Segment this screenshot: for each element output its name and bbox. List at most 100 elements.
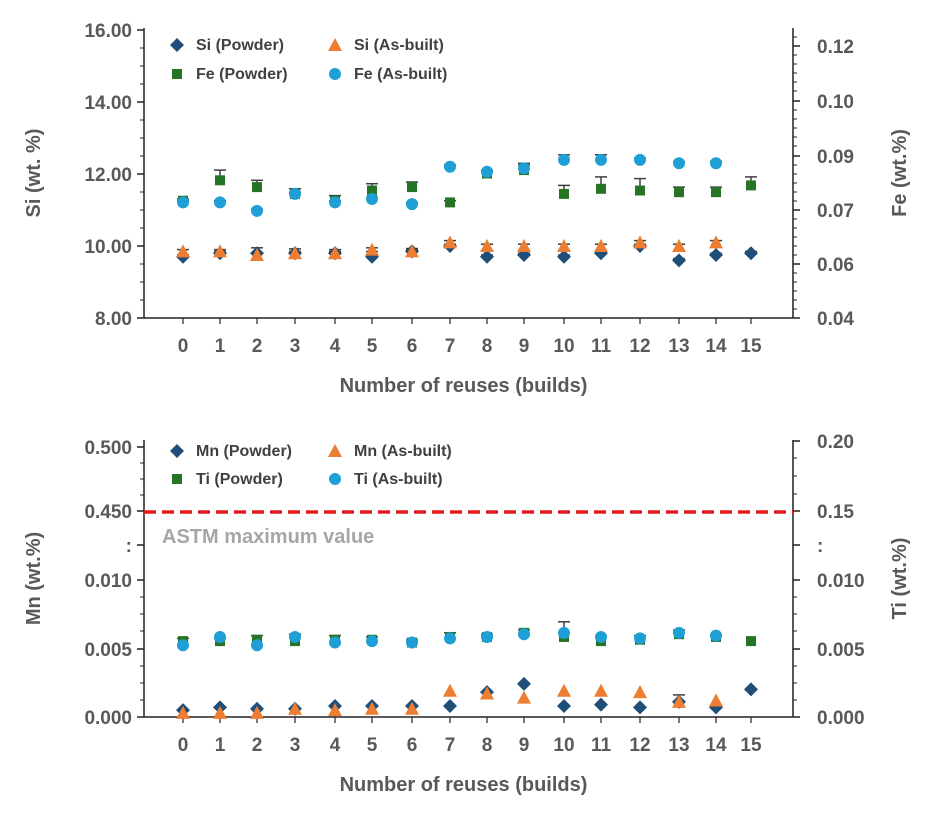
data-point	[558, 153, 570, 166]
series-mn-powder-	[176, 676, 758, 718]
x-tick-label: 11	[591, 735, 612, 756]
data-point	[744, 682, 758, 697]
data-point	[672, 253, 686, 268]
data-point	[480, 686, 494, 700]
y-right-tick-label: 0.005	[817, 640, 865, 661]
series-mn-as-built-	[176, 683, 723, 719]
data-point	[252, 182, 262, 193]
legend-marker	[170, 38, 184, 52]
data-point	[635, 185, 645, 196]
data-point	[746, 636, 756, 647]
legend-marker	[328, 444, 342, 457]
data-point	[673, 626, 685, 639]
x-tick-label: 14	[705, 735, 727, 756]
series-si-as-built-	[176, 235, 723, 261]
x-tick-label: 6	[407, 336, 418, 357]
x-tick-label: 10	[553, 336, 574, 357]
data-point	[633, 700, 647, 715]
x-tick-label: 1	[215, 735, 226, 756]
data-point	[176, 244, 190, 258]
legend-label: Ti (As-built)	[354, 471, 443, 488]
data-point	[366, 193, 378, 205]
x-axis-title: Number of reuses (builds)	[340, 375, 588, 397]
data-point	[365, 701, 379, 715]
y-right-tick-label: 0.04	[817, 309, 854, 330]
data-point	[177, 639, 189, 652]
data-point	[557, 698, 571, 713]
data-point	[709, 248, 723, 262]
chart-top-si-fe: 16.00 14.00 12.00 10.00 8.00 0.12 0.10 0.09 0.07…	[23, 21, 911, 397]
x-tick-label: 7	[445, 336, 456, 357]
data-point	[674, 187, 684, 198]
legend-label: Ti (Powder)	[196, 471, 283, 488]
y-left-tick-label: 10.00	[84, 237, 132, 258]
y-right-tick-label: 0.06	[817, 255, 854, 276]
legend-marker	[172, 69, 182, 79]
y-left-tick-label: 8.00	[95, 309, 132, 330]
y-left-tick-label: :	[126, 536, 132, 557]
y-right-tick-label: 0.12	[817, 37, 854, 58]
legend-label: Fe (As-built)	[354, 66, 447, 83]
data-point	[517, 676, 531, 691]
data-point	[328, 246, 342, 260]
x-tick-label: 14	[705, 336, 727, 357]
data-point	[672, 239, 686, 252]
y-right-axis-title: Ti (wt.%)	[889, 538, 911, 620]
data-point	[329, 196, 341, 209]
data-point	[288, 246, 302, 260]
data-point	[289, 187, 301, 200]
y-right-axis-title: Fe (wt.%)	[889, 129, 911, 217]
data-point	[596, 183, 606, 194]
x-tick-label: 12	[629, 735, 650, 756]
x-tick-label: 9	[519, 735, 530, 756]
x-tick-label: 1	[215, 336, 226, 357]
y-right-tick-label: 0.010	[817, 571, 865, 592]
x-tick-label: 12	[629, 336, 650, 357]
data-point	[214, 196, 226, 209]
legend-label: Si (Powder)	[196, 37, 284, 54]
y-right-tick-label: 0.07	[817, 201, 854, 222]
data-point	[594, 697, 608, 712]
data-point	[215, 175, 225, 186]
data-point	[633, 235, 647, 249]
data-point	[177, 196, 189, 209]
x-tick-label: 10	[553, 735, 574, 756]
data-point	[444, 632, 456, 645]
data-point	[406, 636, 418, 649]
data-point	[444, 160, 456, 173]
legend-marker	[172, 474, 182, 484]
x-tick-label: 15	[740, 336, 762, 357]
data-point	[595, 630, 607, 643]
data-point	[744, 246, 758, 261]
data-point	[481, 630, 493, 643]
data-point	[557, 249, 571, 264]
x-tick-label: 0	[178, 735, 189, 756]
series-fe-as-built-	[177, 153, 722, 217]
x-tick-label: 5	[367, 336, 378, 357]
astm-reference-label: ASTM maximum value	[162, 526, 374, 548]
data-point	[251, 204, 263, 217]
chart-bottom-mn-ti: 0.500 0.450: 0.010 0.005 0.000 0.20 0.15: 0.010…	[23, 432, 911, 796]
legend-label: Mn (As-built)	[354, 443, 452, 460]
y-right-tick-label: 0.20	[817, 432, 854, 453]
x-tick-label: 8	[482, 336, 493, 357]
data-point	[710, 629, 722, 642]
series-ti-powder-	[177, 627, 756, 648]
data-point	[672, 694, 686, 708]
data-point	[559, 188, 569, 199]
data-point	[480, 239, 494, 252]
data-point	[518, 628, 530, 641]
data-point	[366, 635, 378, 648]
data-point	[176, 705, 190, 719]
data-point	[673, 157, 685, 170]
y-right-tick-label: 0.15	[817, 502, 854, 523]
series-ti-as-built-	[177, 621, 722, 652]
data-point	[594, 239, 608, 252]
y-left-tick-label: 16.00	[84, 21, 132, 42]
data-point	[405, 244, 419, 258]
x-tick-label: 2	[252, 735, 263, 756]
data-point	[213, 705, 227, 719]
data-point	[634, 153, 646, 166]
data-point	[214, 630, 226, 643]
